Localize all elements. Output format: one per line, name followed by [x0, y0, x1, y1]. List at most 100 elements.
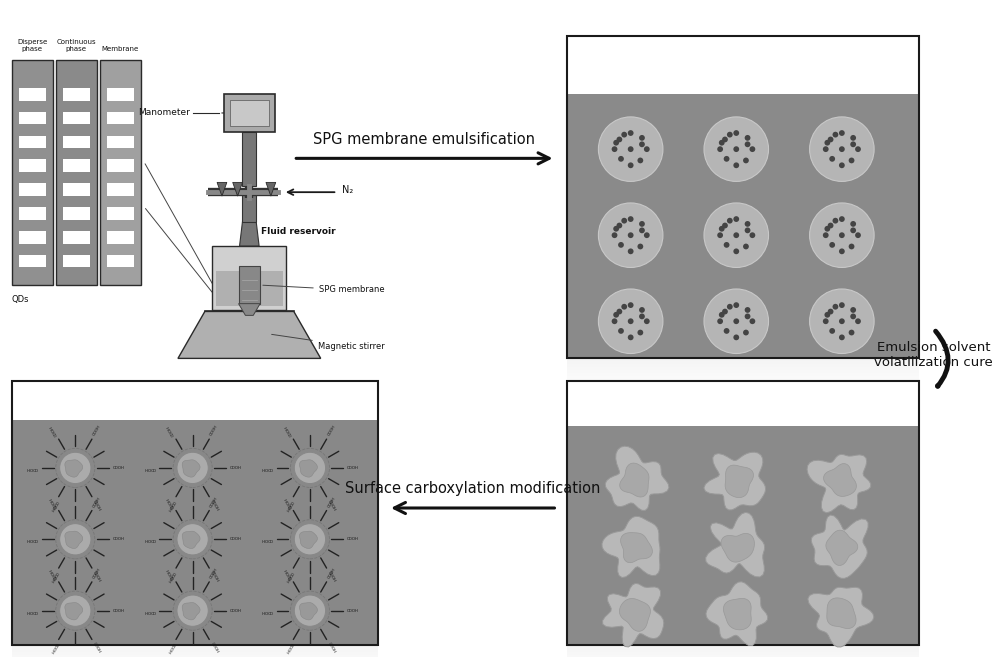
Circle shape [749, 232, 755, 238]
Circle shape [612, 232, 617, 238]
Bar [567, 376, 919, 378]
Polygon shape [217, 183, 227, 196]
Circle shape [727, 304, 733, 309]
Bar [242, 192, 256, 222]
Bar [230, 100, 269, 125]
Polygon shape [300, 459, 317, 477]
Bar [19, 231, 46, 244]
Text: Magnetic stirrer: Magnetic stirrer [272, 335, 385, 351]
Bar [567, 647, 919, 650]
Polygon shape [266, 183, 276, 196]
Circle shape [618, 156, 624, 162]
Text: COOH: COOH [49, 567, 58, 580]
Bar [63, 231, 90, 244]
Circle shape [839, 318, 845, 324]
Polygon shape [723, 598, 751, 630]
Polygon shape [826, 531, 858, 566]
Circle shape [704, 203, 769, 268]
Bar [12, 650, 378, 652]
Text: COOH: COOH [112, 537, 124, 541]
Circle shape [719, 226, 725, 232]
Bar [567, 645, 919, 647]
Bar [107, 159, 134, 172]
Circle shape [823, 146, 829, 152]
Text: COOH: COOH [209, 499, 219, 511]
Text: COOH: COOH [166, 567, 176, 580]
Circle shape [621, 218, 627, 224]
Text: COOH: COOH [144, 466, 156, 470]
Text: Surface carboxylation modification: Surface carboxylation modification [345, 481, 600, 496]
Circle shape [639, 135, 645, 141]
Circle shape [855, 318, 861, 324]
Text: COOH: COOH [92, 499, 102, 511]
Circle shape [850, 313, 856, 319]
Bar [567, 36, 919, 94]
Circle shape [177, 452, 208, 483]
Circle shape [717, 318, 723, 324]
Polygon shape [65, 602, 83, 620]
Bar [567, 426, 919, 645]
Circle shape [733, 130, 739, 136]
Bar [216, 271, 283, 305]
Polygon shape [725, 465, 753, 497]
Circle shape [719, 312, 725, 317]
Text: COOH: COOH [230, 609, 242, 613]
Bar [19, 255, 46, 268]
Text: COOH: COOH [327, 499, 336, 511]
Bar [567, 381, 919, 645]
Circle shape [850, 221, 856, 227]
Text: COOH: COOH [347, 537, 359, 541]
Circle shape [829, 242, 835, 248]
Bar [567, 373, 919, 376]
Circle shape [724, 156, 729, 162]
Bar [12, 657, 378, 659]
Circle shape [745, 221, 750, 227]
Polygon shape [300, 531, 317, 548]
Text: COOH: COOH [49, 570, 58, 583]
Text: COOH: COOH [92, 424, 102, 437]
Text: COOH: COOH [347, 609, 359, 613]
Circle shape [810, 117, 874, 181]
Circle shape [717, 232, 723, 238]
Text: COOH: COOH [92, 496, 102, 508]
Bar [567, 381, 919, 426]
Circle shape [839, 232, 845, 238]
Circle shape [828, 137, 833, 142]
Circle shape [749, 318, 755, 324]
Text: COOH: COOH [261, 466, 273, 470]
Circle shape [598, 289, 663, 353]
Circle shape [719, 140, 725, 145]
Bar [239, 266, 260, 303]
Text: COOH: COOH [209, 642, 219, 654]
Text: Continuous
phase: Continuous phase [56, 39, 96, 52]
Bar [567, 659, 919, 662]
Polygon shape [824, 463, 856, 497]
Circle shape [621, 304, 627, 309]
Bar [12, 659, 378, 662]
Text: COOH: COOH [209, 496, 219, 508]
Circle shape [637, 244, 643, 250]
Polygon shape [182, 531, 200, 548]
Bar [107, 255, 134, 268]
Bar [567, 390, 919, 392]
Circle shape [177, 595, 208, 626]
Circle shape [745, 307, 750, 313]
Circle shape [743, 244, 749, 250]
Bar [567, 364, 919, 367]
Circle shape [733, 302, 739, 308]
Text: COOH: COOH [144, 609, 156, 613]
Circle shape [724, 328, 729, 334]
Bar [63, 135, 90, 148]
Circle shape [833, 218, 838, 224]
Bar [19, 159, 46, 172]
Bar [12, 420, 378, 645]
Bar [100, 60, 141, 285]
Polygon shape [808, 587, 874, 647]
Text: COOH: COOH [49, 499, 58, 511]
Circle shape [745, 313, 750, 319]
Bar [567, 94, 919, 359]
Circle shape [639, 307, 645, 313]
Circle shape [745, 228, 750, 233]
Bar [19, 88, 46, 101]
Text: Manometer: Manometer [138, 108, 190, 118]
